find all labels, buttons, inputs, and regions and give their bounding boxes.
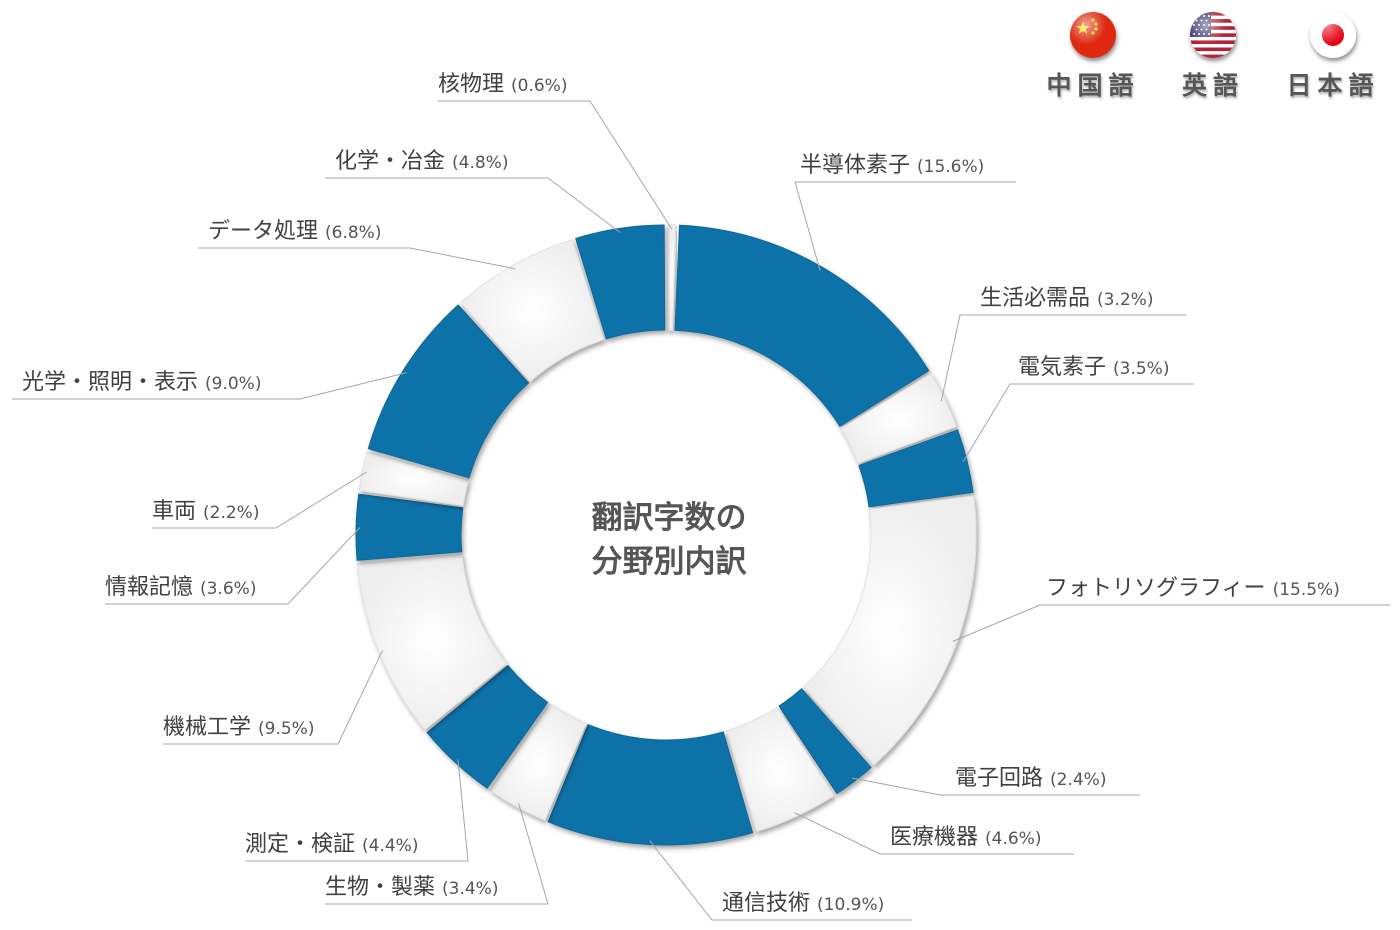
slice-label-percent: (4.4%) [362,836,418,856]
slice-label-name: 化学・冶金 [335,149,452,174]
slice-label-percent: (3.2%) [1097,290,1153,310]
slice-label-name: 測定・検証 [245,832,362,857]
slice-label: 通信技術 (10.9%) [722,891,884,916]
leader-line [794,812,1074,855]
slice-label-percent: (2.4%) [1050,770,1106,790]
slice-label-name: 医療機器 [890,825,985,850]
slice-label-percent: (10.9%) [817,895,884,915]
leader-line [152,471,367,529]
slice-label-percent: (9.0%) [205,374,261,394]
slice-label-name: 半導体素子 [800,153,917,178]
china-flag-icon [1070,12,1116,58]
donut-slice [426,664,549,789]
chart-title-line-1: 翻訳字数の [592,500,747,536]
chart-title-line-2: 分野別内訳 [592,544,748,580]
slice-label-name: 核物理 [438,72,511,97]
donut-slices [355,224,977,846]
slice-label: 電子回路 (2.4%) [955,766,1106,791]
slice-label-percent: (2.2%) [203,503,259,523]
slice-label: 測定・検証 (4.4%) [245,832,418,857]
donut-slice [802,495,977,766]
slice-label: 核物理 (0.6%) [438,72,567,97]
slice-label: 生物・製薬 (3.4%) [325,875,498,900]
slice-label-percent: (6.8%) [325,223,381,243]
language-switcher: 中国語 英語 [1046,12,1380,102]
leader-line [12,372,407,400]
slice-label: 生活必需品 (3.2%) [980,286,1153,311]
leader-line [325,803,549,905]
leader-line [952,604,1390,642]
leader-line [940,314,1186,402]
slice-label-percent: (15.6%) [917,157,984,177]
slice-label-name: 情報記憶 [105,575,200,600]
leader-line [851,777,1140,796]
donut-slice [778,688,872,795]
donut-slice [356,553,508,731]
slice-label-percent: (0.6%) [511,76,567,96]
slice-label-percent: (4.8%) [452,153,508,173]
japan-flag-icon [1310,12,1356,58]
slice-label-name: 電子回路 [955,766,1050,791]
slice-label-name: 電気素子 [1018,355,1113,380]
slice-label: 車両 (2.2%) [152,499,259,524]
leader-line [962,383,1194,462]
slice-label: データ処理 (6.8%) [208,219,381,244]
slice-label-percent: (9.5%) [258,719,314,739]
slice-label-name: 機械工学 [163,715,258,740]
slice-label-name: 車両 [152,499,203,524]
slice-label: 医療機器 (4.6%) [890,825,1041,850]
donut-slice [858,429,974,508]
slice-label-percent: (4.6%) [985,829,1041,849]
leader-line [794,181,1016,271]
leader-line [245,759,469,862]
slice-label: 情報記憶 (3.6%) [105,575,256,600]
slice-label-percent: (3.6%) [200,579,256,599]
slice-label-name: フォトリソグラフィー [1046,576,1273,601]
donut-slice [724,706,835,833]
leader-line [163,650,384,745]
donut-slice [489,703,587,821]
slice-label: 化学・冶金 (4.8%) [335,149,508,174]
lang-japanese-label: 日本語 [1286,71,1380,100]
leader-line [198,247,516,270]
slice-label: 機械工学 (9.5%) [163,715,314,740]
leader-line [649,840,912,921]
slice-label: 半導体素子 (15.6%) [800,153,984,178]
leader-lines [12,100,1390,921]
lang-chinese-button[interactable]: 中国語 [1046,12,1140,102]
slice-label-name: データ処理 [208,219,325,244]
slice-label-name: 光学・照明・表示 [22,370,205,395]
lang-japanese-button[interactable]: 日本語 [1286,12,1380,102]
usa-flag-icon [1190,12,1236,58]
slice-label-name: 通信技術 [722,891,817,916]
donut-slice [367,304,530,479]
slice-label-name: 生物・製薬 [325,875,442,900]
donut-slice [460,238,605,382]
slice-label-percent: (3.5%) [1113,359,1169,379]
slice-labels: 核物理 (0.6%) 半導体素子 (15.6%) 生活必需品 (3.2%) 電気素子 … [22,72,1340,916]
donut-slice [547,723,754,846]
lang-chinese-label: 中国語 [1046,71,1140,100]
slice-label-percent: (15.5%) [1273,580,1340,600]
leader-line [325,177,621,233]
lang-english-label: 英語 [1181,71,1244,100]
donut-slice [840,373,958,464]
leader-line [438,100,673,230]
donut-slice [666,224,677,331]
donut-slice [355,493,464,561]
slice-label-name: 生活必需品 [980,286,1097,311]
leader-line [105,526,361,605]
lang-english-button[interactable]: 英語 [1168,12,1258,102]
slice-label-percent: (3.4%) [442,879,498,899]
slice-label: 光学・照明・表示 (9.0%) [22,370,261,395]
slice-label: 電気素子 (3.5%) [1018,355,1169,380]
donut-slice [674,224,930,427]
slice-label: フォトリソグラフィー (15.5%) [1046,576,1340,601]
donut-slice [575,224,666,340]
donut-slice [358,451,470,507]
